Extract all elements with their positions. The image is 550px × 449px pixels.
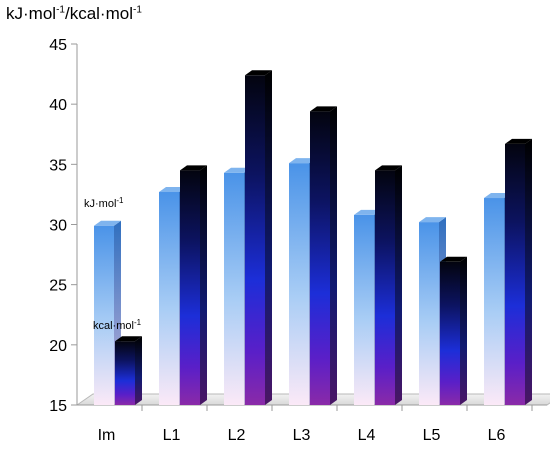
y-tick-label: 40 <box>49 97 67 114</box>
bar-kcal <box>375 165 402 405</box>
x-tick-label: Im <box>98 427 116 444</box>
bar-kcal <box>310 106 337 406</box>
x-tick-label: L1 <box>163 427 181 444</box>
x-tick-label: L3 <box>293 427 311 444</box>
annotation-kj: kJ·mol-1 <box>84 196 124 210</box>
x-tick-label: L2 <box>228 427 246 444</box>
y-tick-label: 20 <box>49 338 67 355</box>
x-tick-label: L5 <box>423 427 441 444</box>
y-tick-label: 15 <box>49 398 67 415</box>
bar-kcal <box>505 138 532 406</box>
y-tick-label: 35 <box>49 157 67 174</box>
bar-kcal <box>180 165 207 405</box>
x-tick-label: L4 <box>358 427 376 444</box>
bar-kcal <box>245 70 272 405</box>
bar-kcal <box>115 336 142 405</box>
annotation-kcal: kcal·mol-1 <box>93 318 142 332</box>
y-tick-label: 25 <box>49 278 67 295</box>
bar-kcal <box>440 256 467 405</box>
y-tick-label: 30 <box>49 218 67 235</box>
x-tick-label: L6 <box>488 427 506 444</box>
y-axis-unit-title: kJ·mol-1/kcal·mol-1 <box>6 4 142 23</box>
y-tick-label: 45 <box>49 37 67 54</box>
